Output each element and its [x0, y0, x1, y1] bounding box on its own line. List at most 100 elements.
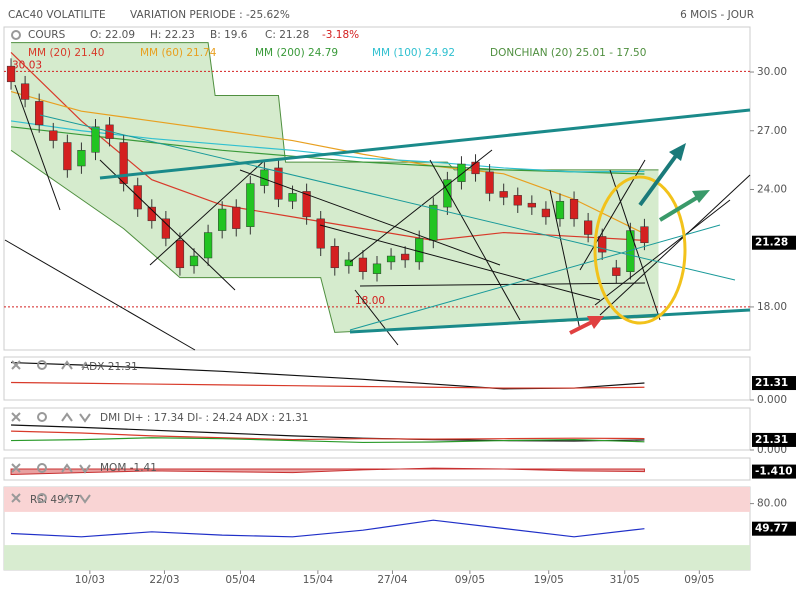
candle-body: [401, 253, 410, 261]
last-label: 21.31: [755, 377, 788, 389]
last-box: [752, 464, 796, 479]
candle-body: [541, 208, 551, 218]
cours-icon: [11, 30, 21, 40]
candle-body: [63, 142, 72, 171]
candle-body: [612, 267, 621, 276]
line: [11, 430, 645, 441]
candle-body: [358, 257, 368, 272]
last-box: [752, 376, 796, 391]
hline-label: 30.03: [12, 59, 42, 71]
candle-body: [49, 130, 58, 141]
candle-body: [133, 185, 142, 210]
y-tick-label: 24.00: [757, 183, 787, 195]
legend-entry: MM (20) 21.40: [28, 47, 104, 59]
y-tick-label: 27.00: [757, 125, 787, 137]
y-tick-label: 0.000: [757, 444, 787, 456]
candle-body: [20, 83, 30, 100]
panel-title: MOM -1.41: [100, 462, 157, 474]
last-box: [752, 432, 796, 447]
line: [10, 126, 645, 175]
high: H: 22.23: [150, 29, 195, 41]
candle-body: [91, 126, 100, 153]
candle-body: [218, 208, 227, 231]
trendlines: [4, 84, 751, 351]
panel-title: DMI DI+ : 17.34 DI- : 24.24 ADX : 21.31: [100, 412, 308, 424]
close: C: 21.28: [265, 29, 309, 41]
candle-body: [527, 202, 536, 208]
candle-body: [386, 255, 396, 263]
legend-entry: MM (100) 24.92: [372, 47, 455, 59]
line: [11, 519, 645, 538]
candle-body: [429, 204, 438, 241]
candle-body: [161, 218, 170, 239]
candle-body: [457, 163, 466, 182]
candle-body: [499, 191, 508, 198]
x-tick-label: 22/03: [149, 574, 179, 586]
candle-body: [513, 195, 522, 206]
x-tick-label: 09/05: [684, 574, 714, 586]
band-lower: [10, 149, 659, 333]
panel-icons: [11, 360, 91, 504]
line: [11, 424, 645, 442]
last-label: -1.410: [755, 466, 793, 478]
last-box: [752, 235, 796, 250]
candle-body: [77, 150, 86, 167]
y-tick-label: 30.00: [757, 66, 787, 78]
x-tick-label: 19/05: [534, 574, 564, 586]
candle-body: [443, 179, 452, 208]
candle-body: [175, 240, 185, 269]
candle-body: [598, 236, 607, 253]
zone: [4, 487, 750, 512]
candle-body: [485, 171, 494, 194]
x-tick-label: 31/05: [610, 574, 640, 586]
period: 6 MOIS - JOUR: [680, 9, 754, 21]
candle-body: [35, 101, 44, 126]
candle-body: [471, 161, 480, 175]
line: [10, 91, 645, 235]
legend-entry: DONCHIAN (20) 25.01 - 17.50: [490, 47, 646, 59]
hline-label: 18.00: [355, 295, 385, 307]
y-tick-label: 18.00: [757, 301, 787, 313]
panel: [3, 356, 751, 401]
last-label: 49.77: [755, 523, 788, 535]
candle-body: [288, 193, 297, 202]
candle-body: [203, 232, 213, 259]
line: [11, 437, 645, 444]
candle-body: [344, 259, 353, 267]
candle-body: [189, 255, 199, 267]
candle-body: [119, 142, 128, 184]
variation: VARIATION PERIODE : -25.62%: [130, 9, 290, 21]
candle-body: [232, 206, 241, 229]
low: B: 19.6: [210, 29, 248, 41]
candle-body: [555, 200, 565, 220]
candle-body: [584, 220, 593, 235]
candle-body: [330, 245, 339, 269]
x-tick-label: 15/04: [303, 574, 334, 586]
y-tick-label: 0.000: [757, 394, 787, 406]
line: [11, 381, 645, 389]
chart-title: CAC40 VOLATILITE: [8, 9, 106, 21]
line: [10, 52, 645, 241]
panel-title: ADX 21.31: [82, 361, 138, 373]
legend-entry: MM (60) 21.74: [140, 47, 217, 59]
x-tick-label: 10/03: [75, 574, 105, 586]
last-label: 21.28: [755, 237, 788, 249]
candle-body: [372, 263, 382, 274]
last-label: 21.31: [755, 434, 788, 446]
candle-body: [147, 206, 156, 222]
candle-body: [316, 218, 325, 249]
band-fill: [11, 42, 659, 333]
change: -3.18%: [322, 29, 359, 41]
legend-entry: MM (200) 24.79: [255, 47, 338, 59]
y-tick-label: 80.00: [757, 498, 787, 510]
last-box: [752, 521, 796, 536]
cours: COURS: [28, 29, 66, 41]
open: O: 22.09: [90, 29, 135, 41]
candle-body: [6, 65, 16, 83]
area: [10, 467, 645, 476]
candle-body: [640, 226, 649, 243]
x-tick-label: 27/04: [377, 574, 408, 586]
x-tick-label: 09/05: [455, 574, 485, 586]
zone: [4, 545, 750, 570]
